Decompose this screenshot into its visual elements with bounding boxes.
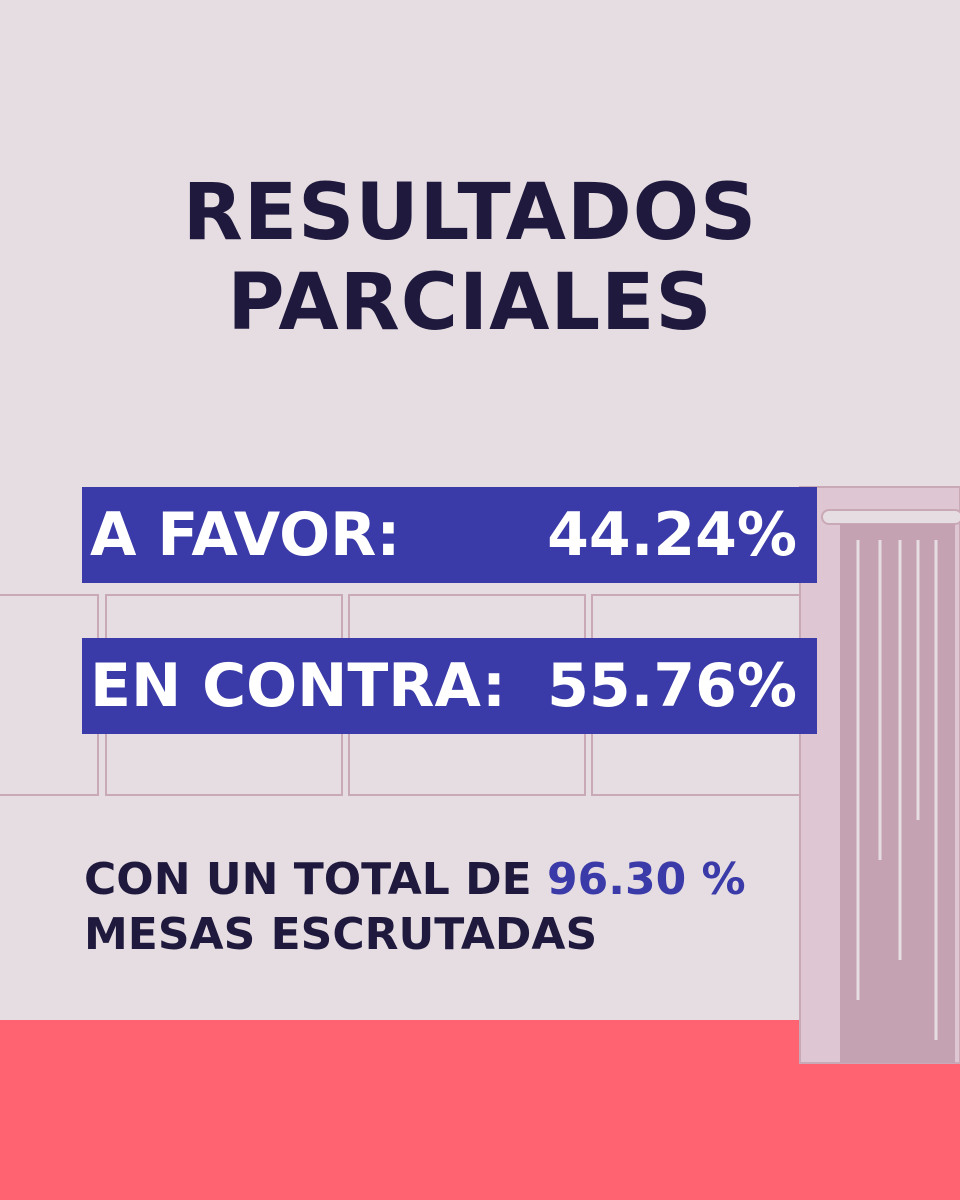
result-value: 55.76%	[547, 651, 797, 721]
title-line: PARCIALES	[227, 258, 713, 348]
footer-line: CON UN TOTAL DE 96.30 %	[84, 852, 746, 908]
title-line: RESULTADOS	[182, 168, 758, 258]
result-label: A FAVOR:	[90, 500, 401, 570]
footer-suffix: MESAS ESCRUTADAS	[84, 909, 598, 960]
result-label: EN CONTRA:	[90, 651, 507, 721]
result-value: 44.24%	[547, 500, 797, 570]
result-box: A FAVOR: 44.24%	[82, 487, 817, 583]
footer-prefix: CON UN TOTAL DE	[84, 854, 532, 905]
result-box: EN CONTRA: 55.76%	[82, 638, 817, 734]
footer-highlight: 96.30 %	[547, 854, 746, 905]
